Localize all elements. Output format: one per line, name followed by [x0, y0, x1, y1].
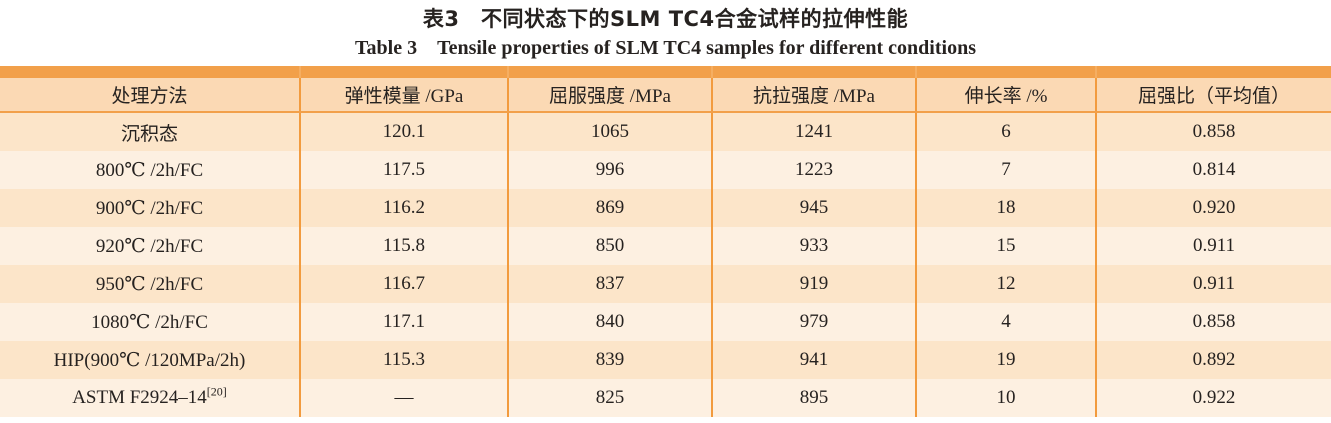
table-cell: 800℃ /2h/FC	[0, 151, 301, 189]
table-cell: 117.5	[300, 151, 509, 189]
table-cell: 0.892	[1096, 341, 1331, 379]
table-cell: 0.858	[1096, 112, 1331, 151]
header-cell-elongation: 伸长率 /%	[916, 78, 1097, 113]
table-cell: 15	[916, 227, 1097, 265]
table-cell: 18	[916, 189, 1097, 227]
table-cell: 840	[508, 303, 713, 341]
table-cell: 1080℃ /2h/FC	[0, 303, 301, 341]
table-cell: —	[300, 379, 509, 417]
table-cell: 0.814	[1096, 151, 1331, 189]
table-cell: 941	[712, 341, 917, 379]
table-row: 800℃ /2h/FC 117.5 996 1223 7 0.814	[0, 151, 1331, 189]
table-cell: 10	[916, 379, 1097, 417]
table-cell: ASTM F2924–14[20]	[0, 379, 301, 417]
table-cell: 950℃ /2h/FC	[0, 265, 301, 303]
table-cell: 12	[916, 265, 1097, 303]
header-cell-treatment: 处理方法	[0, 78, 301, 113]
table-cell: 920℃ /2h/FC	[0, 227, 301, 265]
table-row: HIP(900℃ /120MPa/2h) 115.3 839 941 19 0.…	[0, 341, 1331, 379]
table-cell: 895	[712, 379, 917, 417]
table-row: 沉积态 120.1 1065 1241 6 0.858	[0, 112, 1331, 151]
table-caption: 表3 不同状态下的SLM TC4合金试样的拉伸性能 Table 3 Tensil…	[0, 0, 1331, 62]
table-cell: 116.2	[300, 189, 509, 227]
table-cell: 0.920	[1096, 189, 1331, 227]
table-cell: 869	[508, 189, 713, 227]
table-cell: 1223	[712, 151, 917, 189]
table-header-row: 处理方法 弹性模量 /GPa 屈服强度 /MPa 抗拉强度 /MPa 伸长率 /…	[0, 78, 1331, 113]
table-cell: 117.1	[300, 303, 509, 341]
table-cell: 116.7	[300, 265, 509, 303]
band-segment	[712, 66, 917, 78]
table-cell: 979	[712, 303, 917, 341]
table-cell: 7	[916, 151, 1097, 189]
table-cell: 120.1	[300, 112, 509, 151]
band-segment	[916, 66, 1097, 78]
table-cell: 919	[712, 265, 917, 303]
table-row: 920℃ /2h/FC 115.8 850 933 15 0.911	[0, 227, 1331, 265]
table-top-accent-band	[0, 66, 1331, 78]
header-cell-tensile-strength: 抗拉强度 /MPa	[712, 78, 917, 113]
table-title-english: Table 3 Tensile properties of SLM TC4 sa…	[355, 37, 976, 59]
table-cell: 900℃ /2h/FC	[0, 189, 301, 227]
table-cell: 825	[508, 379, 713, 417]
band-segment	[300, 66, 509, 78]
table-cell: 4	[916, 303, 1097, 341]
table-cell: HIP(900℃ /120MPa/2h)	[0, 341, 301, 379]
table-cell: 115.8	[300, 227, 509, 265]
table-cell: 837	[508, 265, 713, 303]
header-cell-yield-ratio: 屈强比（平均值）	[1096, 78, 1331, 113]
band-segment	[508, 66, 713, 78]
header-cell-elastic-modulus: 弹性模量 /GPa	[300, 78, 509, 113]
table-cell: 850	[508, 227, 713, 265]
table-cell: 0.922	[1096, 379, 1331, 417]
table-cell: 115.3	[300, 341, 509, 379]
table-cell: 19	[916, 341, 1097, 379]
table-row: 1080℃ /2h/FC 117.1 840 979 4 0.858	[0, 303, 1331, 341]
table-cell: 945	[712, 189, 917, 227]
table-cell: 0.911	[1096, 265, 1331, 303]
reference-superscript: [20]	[206, 384, 227, 399]
band-segment	[0, 66, 301, 78]
table-cell: 沉积态	[0, 112, 301, 151]
astm-standard-label: ASTM F2924–14	[72, 387, 207, 408]
table-row: 900℃ /2h/FC 116.2 869 945 18 0.920	[0, 189, 1331, 227]
table-cell: 839	[508, 341, 713, 379]
table-cell: 933	[712, 227, 917, 265]
table-cell: 1065	[508, 112, 713, 151]
table-cell: 6	[916, 112, 1097, 151]
table-cell: 996	[508, 151, 713, 189]
table-cell: 1241	[712, 112, 917, 151]
table-row: ASTM F2924–14[20] — 825 895 10 0.922	[0, 379, 1331, 417]
header-cell-yield-strength: 屈服强度 /MPa	[508, 78, 713, 113]
band-segment	[1096, 66, 1331, 78]
table-title-chinese: 表3 不同状态下的SLM TC4合金试样的拉伸性能	[422, 7, 909, 31]
tensile-properties-table: 处理方法 弹性模量 /GPa 屈服强度 /MPa 抗拉强度 /MPa 伸长率 /…	[0, 66, 1331, 417]
table-cell: 0.858	[1096, 303, 1331, 341]
table-cell: 0.911	[1096, 227, 1331, 265]
table-row: 950℃ /2h/FC 116.7 837 919 12 0.911	[0, 265, 1331, 303]
